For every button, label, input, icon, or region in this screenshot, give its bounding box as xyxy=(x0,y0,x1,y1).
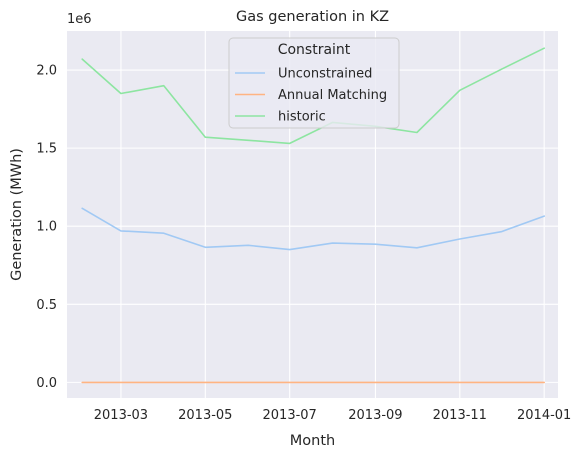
x-axis-label: Month xyxy=(290,433,335,449)
y-tick-label: 2.0 xyxy=(36,64,57,79)
chart-title: Gas generation in KZ xyxy=(236,9,389,25)
x-tick-labels: 2013-03 2013-05 2013-07 2013-09 2013-11 2014-… xyxy=(94,408,572,423)
x-tick-label: 2013-11 xyxy=(433,408,487,423)
series-lines xyxy=(81,47,546,384)
x-tick-label: 2014-01 xyxy=(517,408,571,423)
y-tick-label: 1.5 xyxy=(36,142,57,157)
y-tick-label: 0.0 xyxy=(36,376,57,391)
legend: Constraint Unconstrained Annual Matching h… xyxy=(228,37,400,129)
y-tick-label: 1.0 xyxy=(36,220,57,235)
legend-box xyxy=(228,37,400,129)
x-tick-label: 2013-07 xyxy=(263,408,317,423)
legend-item-annual-matching: Annual Matching xyxy=(235,88,387,103)
y-tick-label: 0.5 xyxy=(36,298,57,313)
legend-item-historic: historic xyxy=(235,110,326,125)
y-offset-label: 1e6 xyxy=(67,12,92,27)
legend-label: Annual Matching xyxy=(278,88,387,103)
legend-label: Unconstrained xyxy=(278,67,372,82)
x-tick-label: 2013-05 xyxy=(178,408,232,423)
legend-item-unconstrained: Unconstrained xyxy=(235,67,372,82)
series-line-historic xyxy=(81,47,546,145)
legend-title: Constraint xyxy=(278,42,351,58)
x-tick-label: 2013-03 xyxy=(94,408,148,423)
y-axis-label: Generation (MWh) xyxy=(9,148,25,281)
legend-label: historic xyxy=(278,110,326,125)
series-line-unconstrained xyxy=(81,207,546,251)
y-tick-labels: 0.0 0.5 1.0 1.5 2.0 xyxy=(36,64,57,391)
x-tick-label: 2013-09 xyxy=(348,408,402,423)
